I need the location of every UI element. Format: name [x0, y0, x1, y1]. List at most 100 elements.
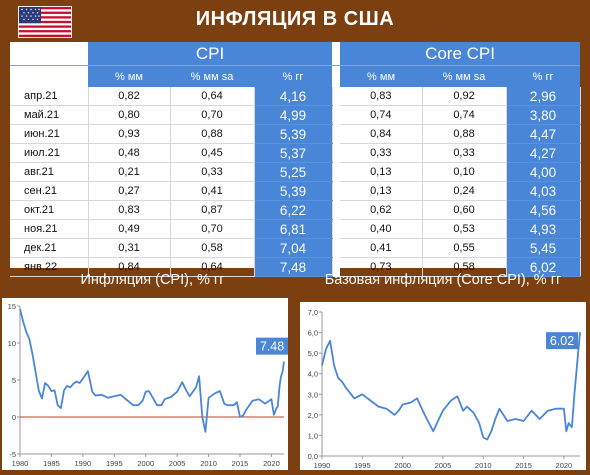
cpi-yy-cell: 5,25	[254, 162, 333, 182]
core-mm-sa-cell: 0,74	[422, 105, 507, 125]
core-yy-cell: 4,56	[506, 200, 581, 220]
y-tick-label: 10	[8, 339, 16, 348]
core-mm-sa-cell: 0,33	[422, 143, 507, 163]
gap-cell	[332, 124, 341, 144]
cpi-chart-svg: -5 0 5 10 15 1980 1985 1990 1995 2000 2005 2010 2015…	[8, 302, 288, 468]
col-header: % мм sa	[170, 65, 254, 87]
gap-cell	[332, 105, 341, 125]
core-mm-cell: 0,13	[340, 181, 423, 201]
cpi-mm-sa-cell: 0,58	[170, 238, 255, 258]
x-tick-label: 1995	[354, 461, 371, 470]
core-yy-cell: 4,00	[506, 162, 581, 182]
gap-cell	[332, 257, 341, 277]
y-tick-label: 3,0	[308, 390, 318, 399]
cpi-mm-cell: 0,27	[88, 181, 171, 201]
cpi-mm-cell: 0,82	[88, 87, 171, 106]
annotation-label: 6.02	[550, 334, 574, 348]
core-yy-cell: 2,96	[506, 87, 581, 106]
table-row: окт.21 0,83 0,87 6,22 0,62 0,60 4,56	[10, 200, 581, 220]
cpi-mm-cell: 0,48	[88, 143, 171, 163]
x-tick-label: 2010	[475, 461, 492, 470]
x-tick-label: 2020	[556, 461, 573, 470]
month-cell: окт.21	[10, 200, 89, 220]
core-mm-cell: 0,33	[340, 143, 423, 163]
corner-cell	[10, 65, 88, 87]
y-tick-label: 0	[12, 413, 16, 422]
table-row: дек.21 0,31 0,58 7,04 0,41 0,55 5,45	[10, 238, 581, 258]
table-row: авг.21 0,21 0,33 5,25 0,13 0,10 4,00	[10, 162, 581, 182]
cpi-mm-sa-cell: 0,88	[170, 124, 255, 144]
core-mm-cell: 0,62	[340, 200, 423, 220]
x-tick-label: 2010	[200, 459, 217, 468]
core-mm-cell: 0,83	[340, 87, 423, 106]
series-line	[19, 308, 285, 433]
y-tick-label: 6,0	[308, 329, 318, 338]
x-tick-label: 1980	[12, 459, 29, 468]
core-yy-cell: 5,45	[506, 238, 581, 258]
core-mm-cell: 0,74	[340, 105, 423, 125]
table-row: июн.21 0,93 0,88 5,39 0,84 0,88 4,47	[10, 124, 581, 144]
table-row: апр.21 0,82 0,64 4,16 0,83 0,92 2,96	[10, 87, 581, 106]
cpi-yy-cell: 4,99	[254, 105, 333, 125]
table-row: июл.21 0,48 0,45 5,37 0,33 0,33 4,27	[10, 143, 581, 163]
col-header: % гг	[506, 65, 581, 87]
cpi-mm-sa-cell: 0,70	[170, 105, 255, 125]
x-tick-label: 2000	[137, 459, 154, 468]
month-cell: янв.22	[10, 257, 89, 277]
inflation-table: CPI Core CPI % мм % мм sa % гг % мм % мм…	[10, 42, 581, 277]
table-subheader: % мм % мм sa % гг % мм % мм sa % гг	[10, 65, 581, 87]
core-mm-sa-cell: 0,53	[422, 219, 507, 239]
y-tick-label: 0,0	[308, 452, 318, 461]
col-header: % мм	[88, 65, 170, 87]
cpi-chart-title: Инфляция (CPI), % гг	[80, 272, 225, 288]
y-tick-label: 1,0	[308, 431, 318, 440]
core-mm-sa-cell: 0,88	[422, 124, 507, 144]
cpi-mm-cell: 0,80	[88, 105, 171, 125]
core-mm-cell: 0,84	[340, 124, 423, 144]
cpi-mm-cell: 0,21	[88, 162, 171, 182]
gap-cell	[332, 181, 341, 201]
cpi-yy-cell: 5,37	[254, 143, 333, 163]
table-row: янв.22 0,84 0,64 7,48 0,73 0,58 6,02	[10, 257, 581, 277]
core-yy-cell: 4,47	[506, 124, 581, 144]
month-cell: сен.21	[10, 181, 89, 201]
x-tick-label: 2015	[515, 461, 532, 470]
core-yy-cell: 3,80	[506, 105, 581, 125]
cpi-mm-sa-cell: 0,64	[170, 87, 255, 106]
group-gap	[332, 42, 341, 66]
table-row: сен.21 0,27 0,41 5,39 0,13 0,24 4,03	[10, 181, 581, 201]
value-annotation: 7.48	[256, 337, 288, 355]
cpi-mm-cell: 0,49	[88, 219, 171, 239]
month-cell: июл.21	[10, 143, 89, 163]
y-tick-label: 2,0	[308, 411, 318, 420]
x-tick-label: 2020	[263, 459, 280, 468]
x-tick-label: 1990	[314, 461, 331, 470]
month-cell: июн.21	[10, 124, 89, 144]
core-cpi-chart: 0,0 1,0 2,0 3,0 4,0 5,0 6,0 7,0 1990 1995 2000 2005…	[300, 302, 586, 470]
gap-cell	[332, 200, 341, 220]
core-mm-cell: 0,41	[340, 238, 423, 258]
core-cpi-chart-svg: 0,0 1,0 2,0 3,0 4,0 5,0 6,0 7,0 1990 1995 2000 2005…	[308, 308, 581, 470]
month-cell: апр.21	[10, 87, 89, 106]
core-mm-cell: 0,40	[340, 219, 423, 239]
table-row: ноя.21 0,49 0,70 6,81 0,40 0,53 4,93	[10, 219, 581, 239]
gap-cell	[332, 87, 341, 106]
cpi-yy-cell: 7,04	[254, 238, 333, 258]
core-mm-cell: 0,13	[340, 162, 423, 182]
core-mm-sa-cell: 0,55	[422, 238, 507, 258]
table-row: май.21 0,80 0,70 4,99 0,74 0,74 3,80	[10, 105, 581, 125]
cpi-mm-sa-cell: 0,33	[170, 162, 255, 182]
month-cell: май.21	[10, 105, 89, 125]
cpi-mm-sa-cell: 0,45	[170, 143, 255, 163]
cpi-mm-sa-cell: 0,41	[170, 181, 255, 201]
us-flag-icon	[18, 6, 72, 38]
cpi-mm-cell: 0,31	[88, 238, 171, 258]
core-yy-cell: 4,03	[506, 181, 581, 201]
y-tick-label: 5	[12, 376, 16, 385]
cpi-mm-cell: 0,83	[88, 200, 171, 220]
gap-cell	[332, 143, 341, 163]
y-tick-label: -5	[9, 450, 16, 459]
cpi-yy-cell: 5,39	[254, 124, 333, 144]
annotation-box	[256, 337, 288, 355]
core-mm-sa-cell: 0,58	[422, 257, 507, 277]
